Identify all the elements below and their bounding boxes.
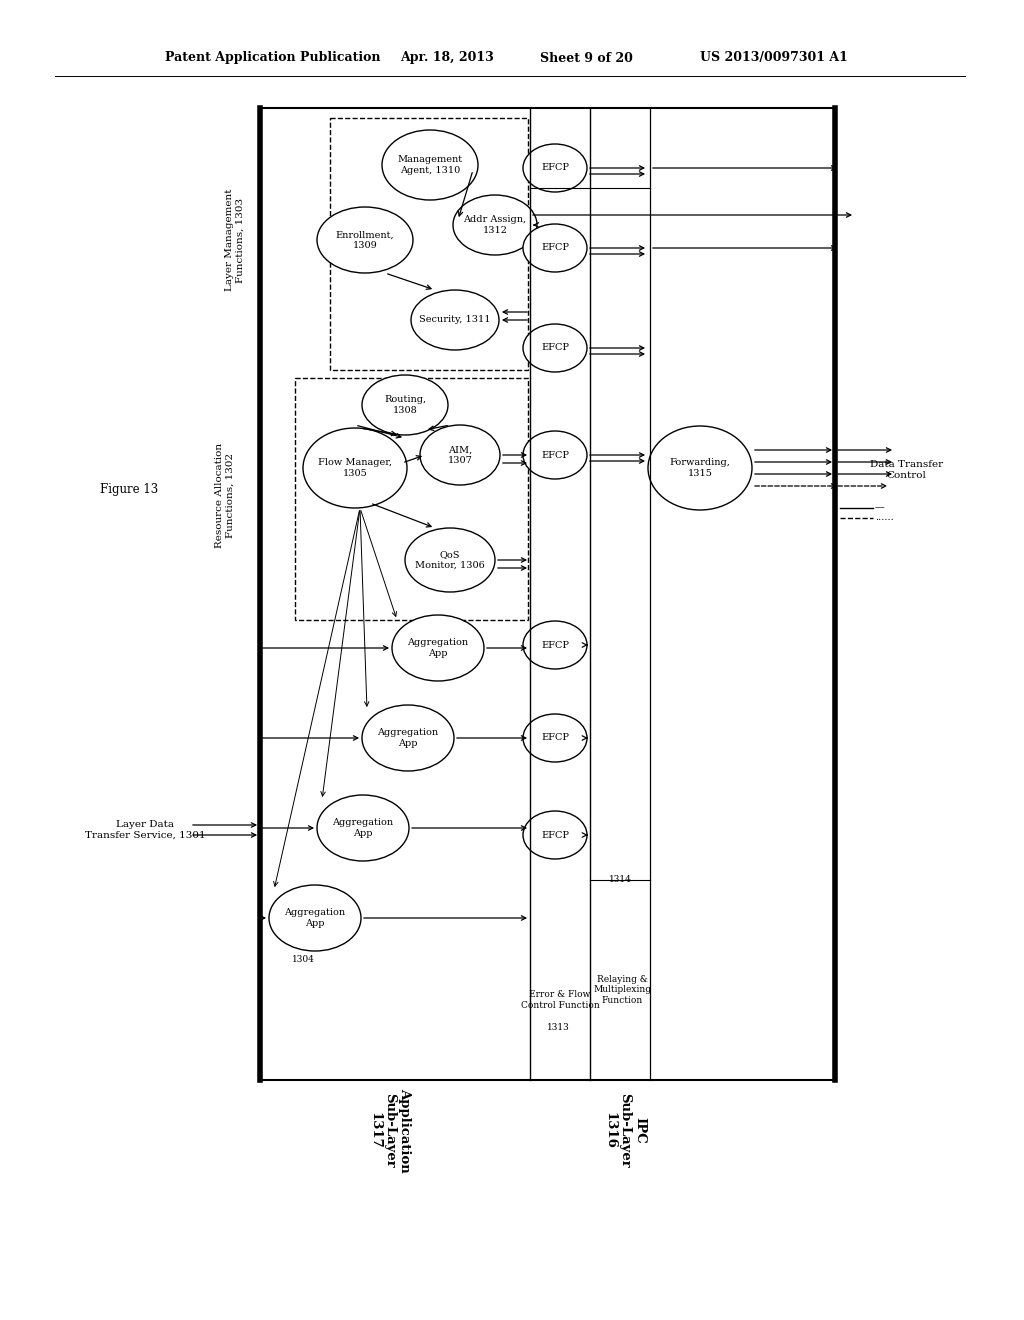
Text: Security, 1311: Security, 1311: [419, 315, 490, 325]
Text: Management
Agent, 1310: Management Agent, 1310: [397, 156, 463, 174]
Ellipse shape: [523, 323, 587, 372]
Text: 1314: 1314: [608, 875, 632, 884]
Text: Patent Application Publication: Patent Application Publication: [165, 51, 381, 65]
Text: IPC
Sub-Layer
1316: IPC Sub-Layer 1316: [603, 1093, 646, 1167]
Text: Apr. 18, 2013: Apr. 18, 2013: [400, 51, 494, 65]
Text: Flow Manager,
1305: Flow Manager, 1305: [318, 458, 392, 478]
Ellipse shape: [523, 620, 587, 669]
Ellipse shape: [362, 375, 449, 436]
Text: Sheet 9 of 20: Sheet 9 of 20: [540, 51, 633, 65]
Ellipse shape: [523, 144, 587, 191]
Text: Aggregation
App: Aggregation App: [333, 818, 393, 838]
Ellipse shape: [317, 207, 413, 273]
Text: EFCP: EFCP: [541, 164, 569, 173]
Text: EFCP: EFCP: [541, 450, 569, 459]
Text: QoS
Monitor, 1306: QoS Monitor, 1306: [415, 550, 485, 570]
Text: Data Transfer
Control: Data Transfer Control: [870, 461, 943, 479]
Ellipse shape: [406, 528, 495, 591]
Bar: [295, 378, 528, 620]
Ellipse shape: [523, 810, 587, 859]
Text: EFCP: EFCP: [541, 734, 569, 742]
Text: Resource Allocation
Functions, 1302: Resource Allocation Functions, 1302: [215, 442, 234, 548]
Text: Figure 13: Figure 13: [100, 483, 159, 496]
Text: Aggregation
App: Aggregation App: [378, 729, 438, 747]
Ellipse shape: [648, 426, 752, 510]
Ellipse shape: [382, 129, 478, 201]
Ellipse shape: [269, 884, 361, 950]
Ellipse shape: [303, 428, 407, 508]
Ellipse shape: [420, 425, 500, 484]
Text: EFCP: EFCP: [541, 343, 569, 352]
Text: Aggregation
App: Aggregation App: [285, 908, 345, 928]
Text: Relaying &
Multiplexing
Function: Relaying & Multiplexing Function: [593, 975, 651, 1005]
Text: Addr Assign,
1312: Addr Assign, 1312: [464, 215, 526, 235]
Text: —: —: [874, 503, 885, 512]
Text: 1304: 1304: [292, 956, 314, 965]
Text: Layer Data
Transfer Service, 1301: Layer Data Transfer Service, 1301: [85, 820, 206, 840]
Text: 1313: 1313: [547, 1023, 569, 1032]
Bar: [330, 117, 528, 370]
Text: EFCP: EFCP: [541, 640, 569, 649]
Text: Error & Flow
Control Function: Error & Flow Control Function: [520, 990, 599, 1010]
Ellipse shape: [453, 195, 537, 255]
Text: EFCP: EFCP: [541, 243, 569, 252]
Ellipse shape: [317, 795, 409, 861]
Text: Routing,
1308: Routing, 1308: [384, 395, 426, 414]
Text: Application
Sub-Layer
1317: Application Sub-Layer 1317: [369, 1088, 412, 1172]
Text: Forwarding,
1315: Forwarding, 1315: [670, 458, 730, 478]
Ellipse shape: [523, 432, 587, 479]
Ellipse shape: [362, 705, 454, 771]
Text: US 2013/0097301 A1: US 2013/0097301 A1: [700, 51, 848, 65]
Ellipse shape: [411, 290, 499, 350]
Ellipse shape: [523, 224, 587, 272]
Ellipse shape: [523, 714, 587, 762]
Text: AIM,
1307: AIM, 1307: [447, 445, 472, 465]
Text: ......: ......: [874, 513, 894, 523]
Text: Layer Management
Functions, 1303: Layer Management Functions, 1303: [225, 189, 245, 292]
Text: Aggregation
App: Aggregation App: [408, 639, 469, 657]
Text: Enrollment,
1309: Enrollment, 1309: [336, 230, 394, 249]
Ellipse shape: [392, 615, 484, 681]
Text: EFCP: EFCP: [541, 830, 569, 840]
